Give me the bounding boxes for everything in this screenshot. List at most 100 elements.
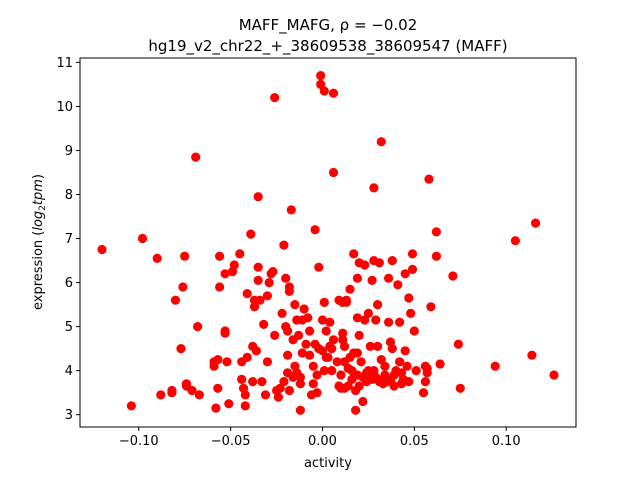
plot-frame [79, 57, 577, 428]
data-point [374, 258, 384, 268]
data-point [424, 174, 434, 184]
y-tick-label: 4 [65, 364, 73, 379]
data-point [284, 385, 294, 396]
data-point [352, 313, 362, 323]
data-point [312, 370, 322, 380]
data-point [400, 269, 410, 279]
data-point [319, 86, 329, 96]
x-tick-label: −0.10 [119, 434, 159, 449]
data-point [411, 366, 421, 376]
data-point [176, 344, 186, 354]
data-point [341, 297, 351, 307]
data-point [211, 403, 221, 413]
data-point [213, 383, 223, 393]
data-point [356, 357, 366, 367]
data-point [308, 361, 318, 371]
data-point [332, 357, 342, 367]
data-point [152, 253, 162, 263]
x-axis-ticks: −0.10 −0.05 0.00 0.05 0.10 [119, 427, 521, 449]
data-point [240, 390, 250, 400]
data-point [371, 315, 381, 325]
data-point [249, 302, 260, 312]
data-point [435, 359, 445, 369]
data-point [277, 308, 287, 318]
data-point [354, 381, 364, 391]
data-point [224, 399, 234, 409]
y-tick-label: 11 [56, 56, 73, 71]
data-point [295, 405, 305, 415]
data-point [328, 88, 339, 98]
data-point [323, 352, 333, 362]
data-point [180, 251, 190, 261]
data-point [327, 344, 337, 354]
data-point [349, 249, 359, 259]
data-point [264, 278, 274, 288]
data-point [310, 225, 320, 235]
y-tick-label: 6 [65, 276, 73, 291]
data-point [395, 357, 405, 367]
data-point [404, 377, 414, 387]
data-point [187, 385, 197, 396]
y-tick-label: 3 [65, 408, 73, 423]
chart-title-line2: hg19_v2_chr22_+_38609538_38609547 (MAFF) [148, 37, 507, 56]
data-point [510, 236, 520, 246]
data-point [193, 322, 203, 332]
data-point [283, 326, 293, 336]
y-tick-label: 10 [56, 100, 73, 115]
data-point [490, 361, 500, 371]
data-point [376, 137, 386, 147]
data-point [242, 289, 252, 299]
data-point [426, 302, 436, 312]
data-point [303, 313, 313, 323]
y-axis-label-suffix: ) [31, 174, 46, 179]
data-point [352, 348, 362, 358]
data-point [351, 405, 361, 415]
data-point [400, 346, 410, 356]
data-point [286, 205, 296, 215]
data-point [253, 275, 263, 285]
data-point [395, 317, 405, 327]
data-point [431, 227, 441, 237]
data-point [453, 339, 463, 349]
data-point [384, 317, 394, 327]
data-point [268, 267, 278, 277]
data-point [237, 374, 247, 384]
data-point [295, 372, 305, 382]
data-point [316, 71, 326, 81]
data-point [220, 269, 230, 279]
x-tick-label: 0.05 [400, 434, 429, 449]
data-point [253, 262, 263, 272]
data-point [327, 366, 337, 376]
data-point [317, 315, 328, 325]
data-point [369, 183, 379, 193]
data-point [137, 233, 148, 244]
y-tick-label: 7 [65, 232, 73, 247]
data-point [220, 328, 230, 338]
data-point [299, 304, 309, 314]
data-point [167, 388, 177, 398]
data-point [262, 357, 272, 367]
data-point [255, 295, 265, 305]
data-point [358, 396, 368, 407]
data-point [407, 264, 418, 274]
data-point [253, 192, 263, 202]
data-point [312, 388, 322, 398]
data-point [387, 256, 397, 266]
data-point [213, 355, 223, 365]
data-point [191, 152, 201, 162]
data-points [97, 71, 559, 415]
data-point [275, 383, 285, 393]
data-point [406, 308, 416, 318]
data-point [170, 295, 181, 305]
data-point [354, 330, 364, 340]
data-point [409, 326, 419, 336]
chart-title-line1: MAFF_MAFG, ρ = −0.02 [239, 16, 418, 35]
data-point [259, 319, 269, 329]
data-point [527, 350, 537, 360]
data-point [283, 350, 293, 360]
data-point [305, 350, 315, 360]
data-point [97, 244, 107, 255]
data-point [178, 282, 188, 292]
x-tick-label: −0.05 [211, 434, 251, 449]
data-point [301, 339, 311, 349]
